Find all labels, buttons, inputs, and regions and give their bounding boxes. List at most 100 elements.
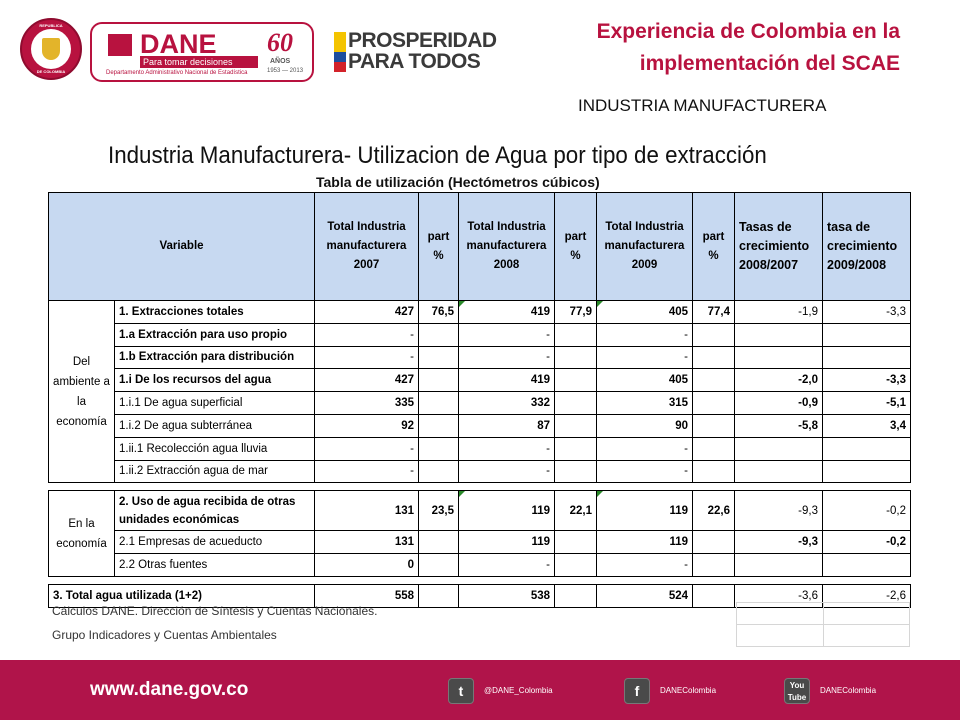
group-label-ambiente: Del ambiente a la economía bbox=[48, 299, 115, 484]
cell-tasa2: -2,6 bbox=[822, 583, 911, 608]
cell-2009: 524 bbox=[596, 583, 693, 608]
cell-part-2009 bbox=[692, 530, 735, 555]
cell-tasa2 bbox=[822, 345, 911, 370]
row-label: 1.ii.2 Extracción agua de mar bbox=[114, 459, 315, 484]
header-part-2009: part % bbox=[692, 192, 735, 301]
prosperidad-logo: PROSPERIDAD PARA TODOS bbox=[348, 30, 497, 72]
cell-2009: - bbox=[596, 553, 693, 577]
cell-2007: 335 bbox=[314, 391, 419, 415]
table-gap bbox=[48, 575, 911, 585]
cell-tasa1: -9,3 bbox=[734, 530, 823, 555]
cell-tasa2: -3,3 bbox=[822, 368, 911, 393]
anniversary-number: 60 bbox=[267, 28, 293, 57]
cell-part-2008 bbox=[554, 391, 597, 415]
dane-logo-name: DANE bbox=[140, 29, 217, 59]
cell-part-2007 bbox=[418, 345, 459, 370]
main-heading: Industria Manufacturera- Utilizacion de … bbox=[108, 142, 767, 169]
cell-tasa1 bbox=[734, 459, 823, 484]
page-title-line2: implementación del SCAE bbox=[639, 52, 900, 75]
cell-2009: 119 bbox=[596, 490, 693, 532]
dane-logo: DANE Para tomar decisiones Departamento … bbox=[90, 22, 314, 82]
row-label: 3. Total agua utilizada (1+2) bbox=[48, 583, 315, 608]
cell-part-2009 bbox=[692, 436, 735, 461]
row-label: 2.1 Empresas de acueducto bbox=[114, 530, 315, 555]
cell-part-2009 bbox=[692, 459, 735, 484]
facebook-handle: DANEColombia bbox=[660, 686, 717, 695]
cell-part-2009 bbox=[692, 413, 735, 438]
cell-tasa1 bbox=[734, 436, 823, 461]
cell-part-2008 bbox=[554, 459, 597, 484]
cell-2007: 558 bbox=[314, 583, 419, 608]
anniversary-years: 1953 — 2013 bbox=[267, 68, 304, 74]
cell-part-2008 bbox=[554, 553, 597, 577]
cell-2008: 119 bbox=[458, 490, 555, 532]
prosperidad-line1: PROSPERIDAD bbox=[348, 29, 497, 52]
cell-2008: - bbox=[458, 436, 555, 461]
table-row: 2.2 Otras fuentes 0 - - bbox=[49, 553, 911, 577]
cell-part-2008 bbox=[554, 345, 597, 370]
cell-tasa1: -0,9 bbox=[734, 391, 823, 415]
table-heading: Tabla de utilización (Hectómetros cúbico… bbox=[316, 174, 600, 190]
cell-part-2007 bbox=[418, 368, 459, 393]
cell-tasa1: -1,9 bbox=[734, 300, 823, 324]
twitter-handle: @DANE_Colombia bbox=[484, 686, 553, 695]
seal-text-bottom: DE COLOMBIA bbox=[36, 69, 66, 74]
cell-part-2007 bbox=[418, 553, 459, 577]
cell-part-2009 bbox=[692, 345, 735, 370]
cell-2008: 119 bbox=[458, 530, 555, 555]
cell-part-2009 bbox=[692, 553, 735, 577]
cell-tasa2 bbox=[822, 322, 911, 347]
cell-2007: - bbox=[314, 345, 419, 370]
cell-part-2008 bbox=[554, 322, 597, 347]
cell-part-2008 bbox=[554, 413, 597, 438]
header: REPUBLICA DE COLOMBIA DANE Para tomar de… bbox=[0, 0, 960, 140]
cell-2007: - bbox=[314, 436, 419, 461]
cell-part-2008 bbox=[554, 530, 597, 555]
cell-2008: 332 bbox=[458, 391, 555, 415]
cell-2009: - bbox=[596, 345, 693, 370]
cell-2007: 0 bbox=[314, 553, 419, 577]
table-row: 1.i De los recursos del agua 427 419 405… bbox=[49, 368, 911, 393]
header-tasa-2009-2008: tasa de crecimiento 2009/2008 bbox=[822, 192, 911, 301]
youtube-icon: You Tube bbox=[784, 678, 810, 704]
cell-part-2007 bbox=[418, 530, 459, 555]
row-label: 1.a Extracción para uso propio bbox=[114, 322, 315, 347]
cell-2009: - bbox=[596, 459, 693, 484]
source-note: Cálculos DANE. Dirección de Síntesis y C… bbox=[52, 604, 378, 618]
cell-part-2009 bbox=[692, 583, 735, 608]
cell-part-2008: 77,9 bbox=[554, 300, 597, 324]
cell-2009: 119 bbox=[596, 530, 693, 555]
cell-2008: - bbox=[458, 322, 555, 347]
cell-part-2009: 22,6 bbox=[692, 490, 735, 532]
row-label: 1.i.2 De agua subterránea bbox=[114, 413, 315, 438]
cell-tasa1 bbox=[734, 322, 823, 347]
facebook-icon: f bbox=[624, 678, 650, 704]
cell-tasa2: 3,4 bbox=[822, 413, 911, 438]
cell-2009: - bbox=[596, 436, 693, 461]
cell-2007: 131 bbox=[314, 490, 419, 532]
header-total-2007: Total Industria manufacturera 2007 bbox=[314, 192, 419, 301]
cell-2008: - bbox=[458, 459, 555, 484]
table-row: 1.ii.1 Recolección agua lluvia - - - bbox=[49, 436, 911, 461]
twitter-icon: t bbox=[448, 678, 474, 704]
cell-tasa1: -9,3 bbox=[734, 490, 823, 532]
row-label: 2.2 Otras fuentes bbox=[114, 553, 315, 577]
cell-part-2009 bbox=[692, 368, 735, 393]
cell-2007: 92 bbox=[314, 413, 419, 438]
cell-tasa1 bbox=[734, 345, 823, 370]
website-link[interactable]: www.dane.gov.co bbox=[90, 679, 249, 700]
cell-2009: 315 bbox=[596, 391, 693, 415]
cell-tasa2: -3,3 bbox=[822, 300, 911, 324]
cell-part-2008: 22,1 bbox=[554, 490, 597, 532]
cell-part-2008 bbox=[554, 368, 597, 393]
dane-mark-icon bbox=[108, 34, 132, 56]
row-label: 1. Extracciones totales bbox=[114, 300, 315, 324]
cell-part-2007 bbox=[418, 322, 459, 347]
dane-logo-full-name: Departamento Administrativo Nacional de … bbox=[106, 70, 248, 76]
cell-part-2009 bbox=[692, 391, 735, 415]
cell-tasa2 bbox=[822, 436, 911, 461]
table-row-total: 3. Total agua utilizada (1+2) 558 538 52… bbox=[48, 583, 911, 608]
prosperidad-line2: PARA TODOS bbox=[348, 50, 481, 73]
cell-2007: 131 bbox=[314, 530, 419, 555]
table-row: Del ambiente a la economía 1. Extraccion… bbox=[48, 299, 911, 484]
